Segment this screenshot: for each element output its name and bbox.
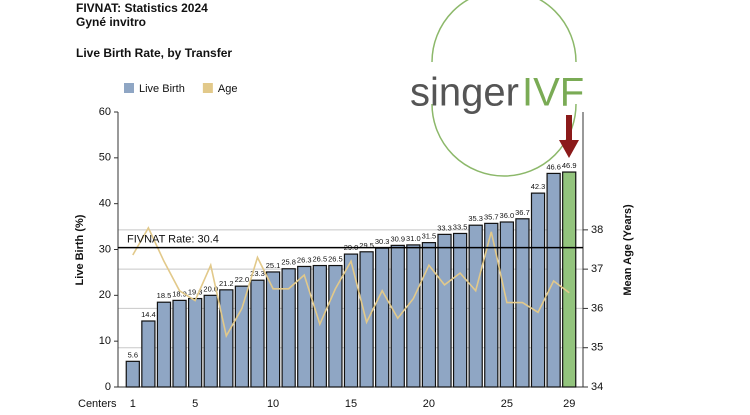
value-label: 31.0 [406,234,421,243]
bar [187,297,203,388]
legend-swatch [202,83,213,93]
value-label: 18.5 [157,291,172,300]
bar [203,294,218,388]
value-label: 35.7 [484,212,499,221]
bar [468,224,483,388]
y-tick-label: 40 [99,198,111,210]
value-label: 42.3 [531,182,546,191]
value-label: 35.3 [468,214,483,223]
bar [141,320,156,388]
bar [484,222,499,388]
arrow [559,115,579,158]
value-label: 21.2 [219,279,234,288]
value-label: 26.3 [297,255,312,264]
bar [172,299,187,388]
y2-tick-label: 38 [591,224,603,236]
bar [297,265,312,388]
value-label: 18.9 [172,289,187,298]
x-tick-label: 10 [267,398,279,410]
bar [156,301,172,388]
page-title: FIVNAT: Statistics 2024 [76,1,208,15]
reference-label: FIVNAT Rate: 30.4 [127,234,219,246]
bar [234,285,250,388]
value-label: 25.1 [266,261,281,270]
bar [375,247,390,388]
bar [421,242,437,388]
y-axis-label: Live Birth (%) [74,214,86,285]
x-tick-label: 25 [501,398,513,410]
value-label: 14.4 [141,310,156,319]
value-label: 31.5 [422,232,437,241]
bar [265,271,281,388]
x-tick-label: 20 [423,398,435,410]
y2-tick-label: 35 [591,342,603,354]
logo-arc [431,0,577,63]
x-tick-label: 5 [192,398,198,410]
bar [562,171,577,388]
logo-text: singer [410,71,519,115]
x-tick-label: 1 [130,398,136,410]
bar [499,221,515,388]
page-subtitle: Gyné invitro [76,15,146,29]
chart-title: Live Birth Rate, by Transfer [76,46,232,60]
x-axis-label: Centers [78,398,117,410]
x-tick-label: 15 [345,398,357,410]
value-label: 33.3 [437,223,452,232]
value-label: 36.7 [515,208,530,217]
value-label: 25.8 [281,258,296,267]
logo-text: IVF [522,71,584,115]
bar [437,233,452,388]
bar [250,279,265,388]
y-tick-label: 20 [99,289,111,301]
legend-swatch [124,83,134,93]
value-label: 22.0 [235,275,250,284]
bar [343,253,359,388]
age-line [132,226,570,339]
bar [390,244,405,388]
value-label: 19.3 [188,288,203,297]
y-tick-label: 30 [99,243,111,255]
value-label: 30.9 [390,234,405,243]
bar [452,232,468,388]
bar [125,360,140,388]
y2-axis-label: Mean Age (Years) [622,204,634,296]
value-label: 20.0 [203,284,218,293]
value-label: 33.5 [453,222,468,231]
value-label: 23.3 [250,269,265,278]
y2-tick-label: 34 [591,381,603,393]
bar [328,264,343,388]
y-tick-label: 50 [99,152,111,164]
y-tick-label: 10 [99,335,111,347]
value-label: 26.5 [313,255,328,264]
value-label: 46.6 [546,162,561,171]
value-label: 36.0 [500,211,515,220]
value-label: 29.5 [359,241,374,250]
y-tick-label: 0 [105,381,111,393]
value-label: 26.5 [328,255,343,264]
bar [406,244,421,388]
value-label: 30.3 [375,237,390,246]
y-tick-label: 60 [99,106,111,118]
bar [219,289,234,388]
bar [312,264,327,388]
bar [281,268,296,388]
legend-label: Live Birth [139,83,185,95]
value-label: 46.9 [562,161,577,170]
bar [530,192,546,388]
legend-label: Age [218,83,238,95]
x-tick-label: 29 [563,398,575,410]
value-label: 5.6 [128,350,138,359]
y2-tick-label: 37 [591,263,603,275]
y2-tick-label: 36 [591,302,603,314]
